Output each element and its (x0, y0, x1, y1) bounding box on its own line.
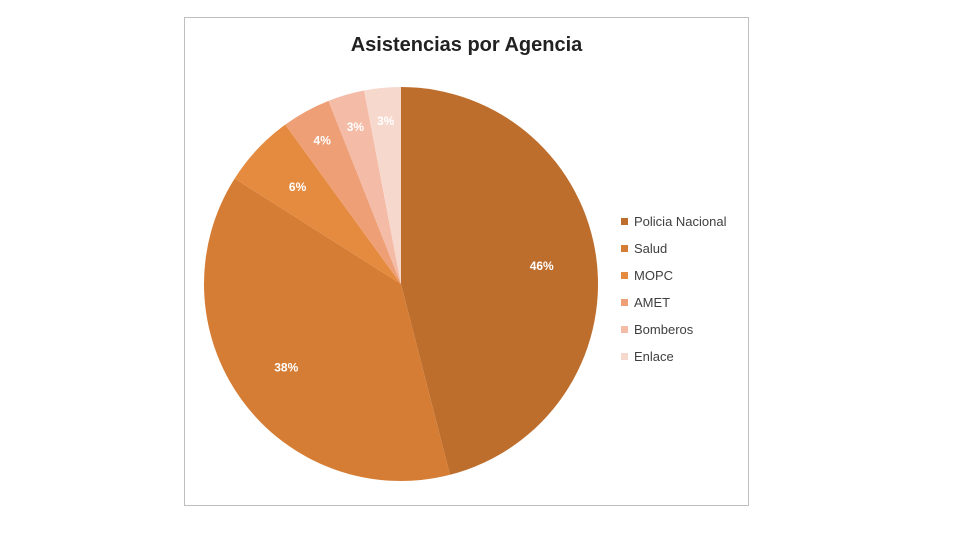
legend-item: Salud (621, 235, 727, 262)
pie-slice-enlace (364, 87, 401, 284)
legend-swatch (621, 353, 628, 360)
legend-label: Policia Nacional (634, 214, 727, 229)
legend-item: Enlace (621, 343, 727, 370)
data-label: 3% (347, 120, 365, 134)
pie-slice-salud (204, 178, 450, 481)
legend-label: Salud (634, 241, 668, 256)
data-label: 3% (377, 114, 395, 128)
pie-slice-policia-nacional (401, 87, 598, 475)
legend-swatch (621, 326, 628, 333)
data-label: 38% (274, 360, 298, 374)
pie-slice-bomberos (328, 90, 401, 284)
legend-item: MOPC (621, 262, 727, 289)
legend-label: Bomberos (634, 322, 694, 337)
legend-swatch (621, 218, 628, 225)
chart-area: Asistencias por Agencia 46% 38% 6% 4% 3% 3% P… (184, 17, 749, 506)
legend-item: AMET (621, 289, 727, 316)
data-label: 6% (289, 180, 307, 194)
legend-swatch (621, 245, 628, 252)
legend-swatch (621, 299, 628, 306)
legend-label: Enlace (634, 349, 674, 364)
legend-item: Policia Nacional (621, 208, 727, 235)
pie-chart: 46% 38% 6% 4% 3% 3% (204, 87, 598, 481)
data-label: 4% (314, 134, 332, 148)
pie-slice-mopc (234, 124, 401, 284)
legend-swatch (621, 272, 628, 279)
data-label: 46% (530, 259, 554, 273)
pie-slice-amet (285, 100, 401, 284)
chart-title: Asistencias por Agencia (350, 34, 583, 56)
legend-label: MOPC (634, 268, 673, 283)
legend: Policia Nacional Salud MOPC AMET Bomberos Enl… (621, 208, 727, 370)
legend-item: Bomberos (621, 316, 727, 343)
legend-label: AMET (634, 295, 671, 310)
